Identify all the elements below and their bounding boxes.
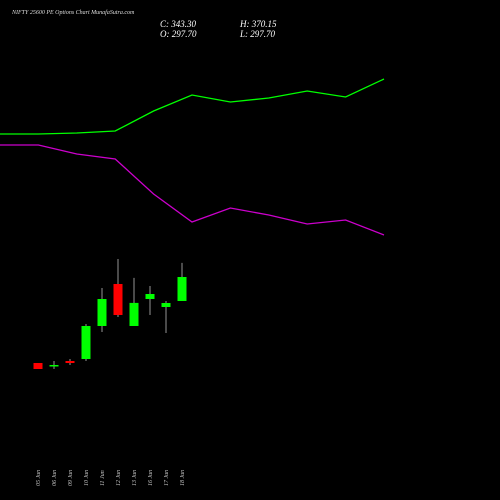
close-label: C: 343.30 — [160, 19, 197, 29]
candle-body — [177, 277, 187, 301]
candle-body — [113, 284, 123, 315]
x-tick-label: 18 Jun — [180, 470, 186, 486]
candle-body — [33, 363, 43, 369]
candle-body — [49, 365, 59, 367]
high-label: H: 370.15 — [239, 19, 277, 29]
x-tick-label: 16 Jun — [148, 470, 154, 486]
x-tick-label: 10 Jun — [84, 470, 90, 486]
candle-body — [129, 302, 139, 326]
x-tick-label: 13 Jun — [132, 470, 138, 486]
x-tick-label: 05 Jun — [36, 470, 42, 486]
candle-body — [145, 294, 155, 299]
candle-body — [161, 303, 171, 307]
candle-body — [81, 326, 91, 359]
chart-title: NIFTY 25600 PE Options Chart MunafaSutra… — [11, 9, 135, 16]
x-tick-label: 06 Jun — [52, 470, 58, 486]
low-label: L: 297.70 — [239, 29, 276, 39]
indicator-line — [0, 78, 385, 135]
indicator-line — [0, 144, 385, 236]
x-tick-label: 09 Jun — [68, 470, 74, 486]
x-tick-label: 17 Jun — [164, 470, 170, 486]
x-tick-label: 11 Jun — [100, 470, 106, 486]
candle-body — [65, 361, 75, 363]
candle-body — [97, 299, 107, 326]
open-label: O: 297.70 — [160, 29, 197, 39]
x-tick-label: 12 Jun — [116, 470, 122, 486]
